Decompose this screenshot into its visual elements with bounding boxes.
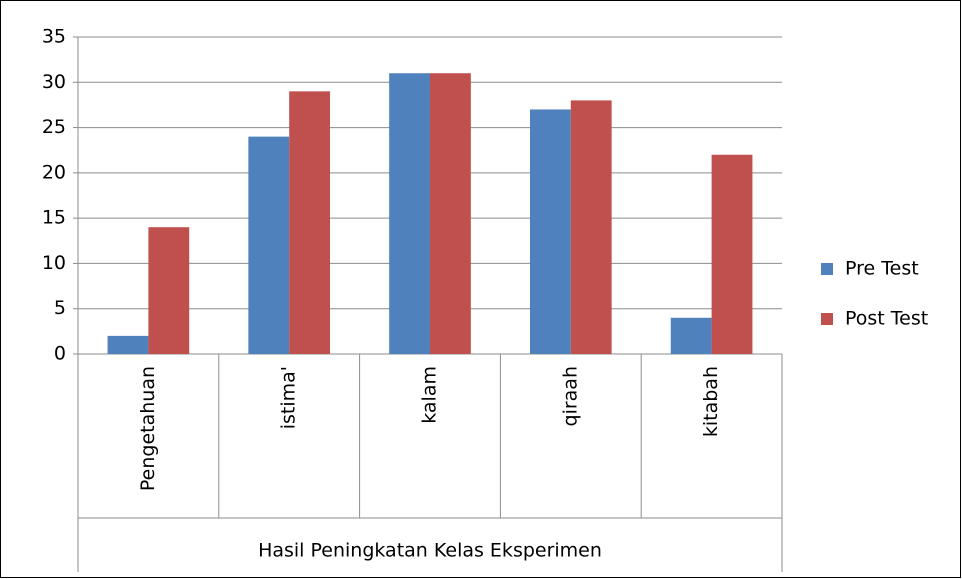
y-tick-label: 15 [42, 207, 66, 229]
bar [711, 154, 753, 354]
x-tick-label: istima' [278, 366, 300, 429]
bar [529, 109, 571, 354]
y-tick-label: 0 [54, 343, 66, 365]
y-tick-label: 20 [42, 161, 66, 183]
x-tick-label: kitabah [700, 366, 722, 437]
bar [107, 335, 149, 354]
bar [670, 317, 712, 354]
x-tick-label: Pengetahuan [137, 366, 159, 491]
legend-label: Post Test [845, 308, 928, 330]
y-tick-label: 10 [42, 252, 66, 274]
y-tick-label: 35 [42, 26, 66, 48]
y-tick-label: 5 [54, 297, 66, 319]
legend-label: Pre Test [845, 258, 919, 280]
bar [248, 136, 290, 354]
legend-swatch [821, 263, 833, 275]
bar [289, 91, 331, 354]
category-group-label: Hasil Peningkatan Kelas Eksperimen [258, 540, 602, 562]
x-tick-label: kalam [419, 366, 441, 424]
legend-swatch [821, 313, 833, 325]
y-tick-label: 30 [42, 71, 66, 93]
x-tick-label: qiraah [559, 366, 581, 426]
bar [148, 227, 190, 354]
y-tick-label: 25 [42, 116, 66, 138]
bar [430, 73, 471, 354]
bar [389, 73, 430, 354]
bar [570, 100, 612, 355]
